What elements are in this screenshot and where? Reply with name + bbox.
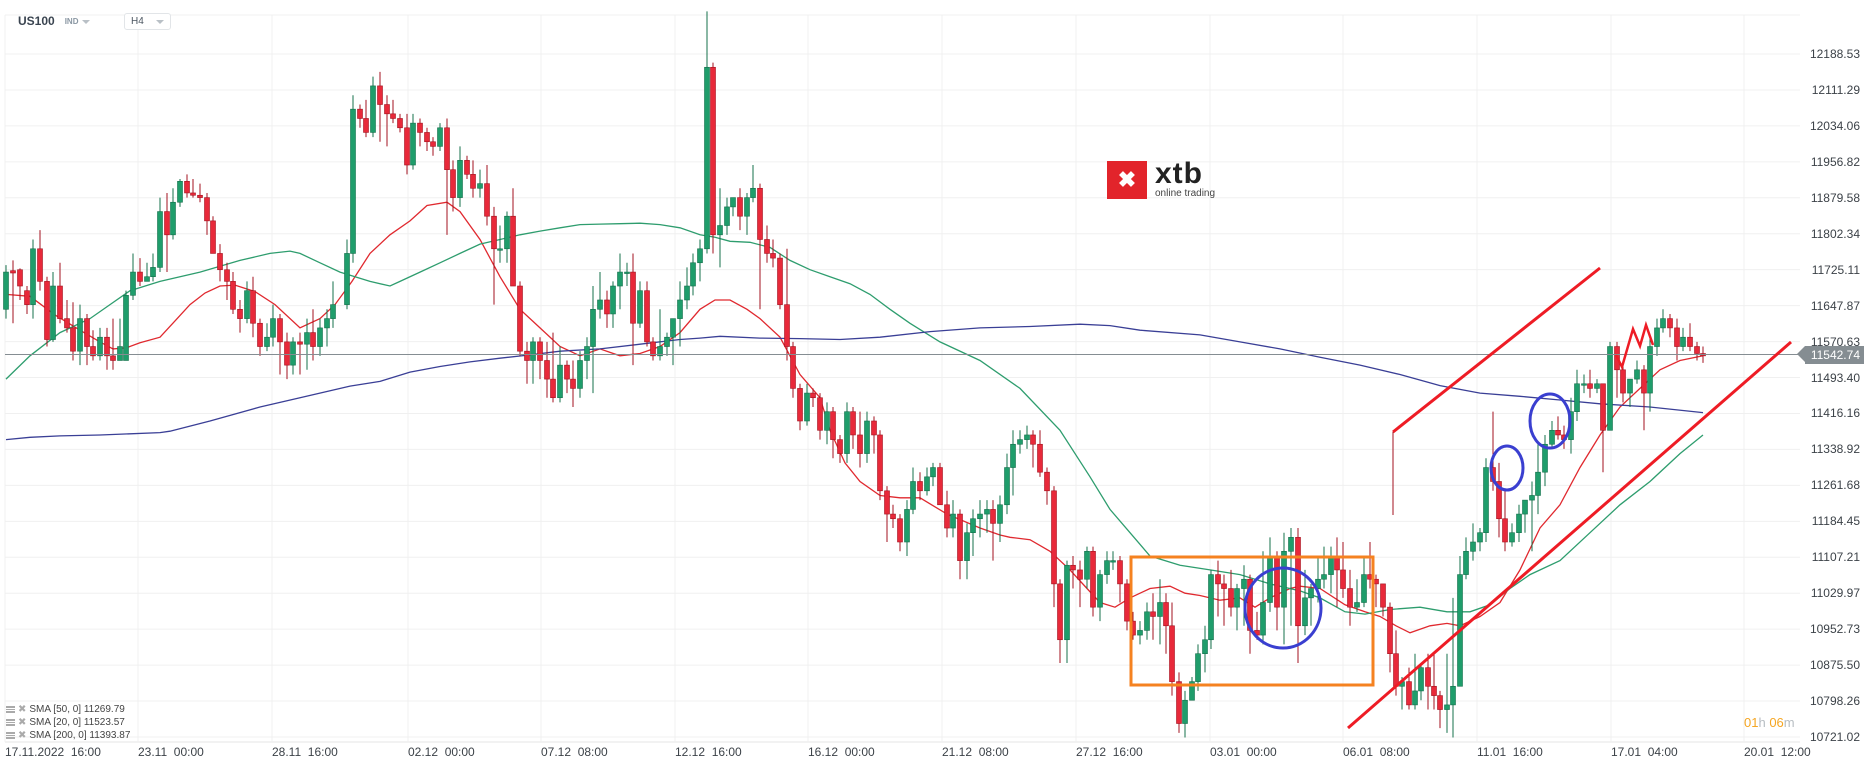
trend-channel-line <box>1392 266 1601 434</box>
consolidation-box <box>1129 555 1375 687</box>
settings-icon[interactable] <box>6 706 15 713</box>
legend-sma-50[interactable]: ✖ SMA [50, 0] 11269.79 <box>6 703 130 716</box>
current-price-tag: 11542.74 <box>1796 345 1864 364</box>
price-tick-label: 11647.87 <box>1810 298 1860 313</box>
close-icon[interactable]: ✖ <box>18 717 27 728</box>
logo-brand: xtb <box>1155 157 1203 190</box>
time-tick-label: 11.01 16:00 <box>1477 745 1543 759</box>
time-tick-label: 27.12 16:00 <box>1076 745 1143 759</box>
price-tick-label: 12188.53 <box>1809 47 1860 61</box>
legend-label: SMA [50, 0] 11269.79 <box>29 704 125 715</box>
trend-channel-line <box>1347 340 1792 730</box>
candle-countdown: 01h 06m <box>1744 715 1795 730</box>
timer-m-unit: m <box>1783 715 1795 730</box>
market-type-label: IND <box>64 16 79 26</box>
close-icon[interactable]: ✖ <box>18 730 27 741</box>
symbol-label: US100 <box>18 14 55 28</box>
price-tick-label: 10875.50 <box>1809 658 1860 673</box>
price-tick-label: 10721.02 <box>1809 730 1860 744</box>
x-mark-icon: ✖ <box>1107 160 1147 199</box>
time-tick-label: 17.01 04:00 <box>1611 745 1678 759</box>
price-tick-label: 11725.11 <box>1811 262 1860 277</box>
price-tick-label: 11029.97 <box>1810 586 1860 601</box>
price-tick-label: 11338.92 <box>1810 442 1860 457</box>
close-icon[interactable]: ✖ <box>18 704 27 715</box>
price-tick-label: 11107.21 <box>1811 550 1860 565</box>
highlight-circle <box>1243 566 1323 650</box>
legend-sma-20[interactable]: ✖ SMA [20, 0] 11523.57 <box>6 716 130 729</box>
price-tick-label: 11879.58 <box>1810 190 1860 205</box>
projected-path <box>1614 320 1655 371</box>
time-tick-label: 07.12 08:00 <box>541 745 608 759</box>
time-tick-label: 06.01 08:00 <box>1343 745 1410 759</box>
settings-icon[interactable] <box>6 732 15 739</box>
price-tick-label: 11570.63 <box>1810 334 1860 349</box>
price-tick-label: 11802.34 <box>1810 226 1860 241</box>
time-tick-label: 17.11.2022 16:00 <box>5 745 101 759</box>
highlight-circle <box>1489 444 1525 492</box>
price-tick-label: 12111.29 <box>1811 82 1860 97</box>
timer-hours: 01 <box>1744 715 1759 730</box>
price-tick-label: 11416.16 <box>1810 406 1860 421</box>
time-tick-label: 28.11 16:00 <box>272 745 338 759</box>
instrument-header: US100 IND <box>18 14 91 28</box>
price-tick-label: 11956.82 <box>1810 154 1860 169</box>
candles <box>3 11 1706 738</box>
timer-h-unit: h <box>1758 715 1766 730</box>
time-tick-label: 16.12 00:00 <box>808 745 875 759</box>
grid-lines <box>4 14 1800 743</box>
price-tick-label: 11184.45 <box>1811 514 1860 529</box>
legend-label: SMA [200, 0] 11393.87 <box>29 730 131 741</box>
time-tick-label: 12.12 16:00 <box>675 745 742 759</box>
highlight-circle <box>1528 392 1572 450</box>
price-tick-label: 10952.73 <box>1809 622 1860 637</box>
logo-tagline: online trading <box>1155 188 1216 199</box>
xtb-logo: ✖ xtb online trading <box>1107 157 1216 199</box>
price-tick-label: 11261.68 <box>1810 478 1860 493</box>
time-tick-label: 20.01 12:00 <box>1744 745 1811 759</box>
time-tick-label: 02.12 00:00 <box>408 745 475 759</box>
settings-icon[interactable] <box>6 719 15 726</box>
time-tick-label: 23.11 00:00 <box>138 745 204 759</box>
timeframe-label: H4 <box>131 16 144 27</box>
chevron-down-icon <box>82 19 91 24</box>
drawn-annotations[interactable] <box>1129 266 1792 730</box>
legend-label: SMA [20, 0] 11523.57 <box>29 717 125 728</box>
timeframe-selector[interactable]: H4 <box>124 13 171 30</box>
market-type-selector[interactable]: IND <box>65 17 91 26</box>
time-tick-label: 21.12 08:00 <box>942 745 1009 759</box>
time-tick-label: 03.01 00:00 <box>1210 745 1277 759</box>
price-tick-label: 11493.40 <box>1810 370 1860 385</box>
price-tick-label: 10798.26 <box>1809 694 1860 709</box>
legend-sma-200[interactable]: ✖ SMA [200, 0] 11393.87 <box>6 729 130 742</box>
chevron-down-icon <box>155 19 164 24</box>
timer-minutes: 06 <box>1769 715 1784 730</box>
indicator-legend: ✖ SMA [50, 0] 11269.79 ✖ SMA [20, 0] 11523… <box>6 703 130 742</box>
price-tick-label: 12034.06 <box>1809 118 1860 133</box>
